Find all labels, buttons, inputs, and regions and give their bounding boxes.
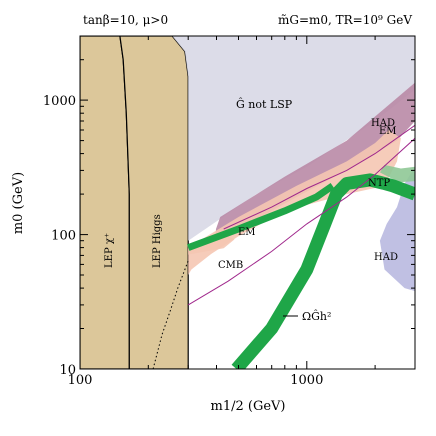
- lines-layer: [152, 124, 415, 369]
- label-had-lower: HAD: [374, 252, 398, 263]
- y-tick-label: 1000: [43, 94, 76, 109]
- y-tick-label: 10: [59, 363, 76, 378]
- region-em-upper: [188, 130, 401, 275]
- regions-layer: [80, 36, 415, 369]
- region-lep: [80, 36, 130, 369]
- line-cmb: [187, 137, 415, 306]
- y-axis-label: m0 (GeV): [11, 172, 26, 234]
- header-right: m̃G=m0, TR=10⁹ GeV: [278, 13, 412, 27]
- plot-frame: [79, 35, 416, 370]
- label-ntp: NTP: [368, 178, 390, 189]
- y-tick-label: 100: [51, 229, 76, 244]
- x-tick-label: 100: [68, 373, 93, 388]
- region-ntp: [379, 164, 415, 183]
- label-had-upper: HAD: [371, 118, 395, 129]
- band-g-h2: [231, 173, 415, 369]
- region-g-not-lsp: [172, 36, 415, 241]
- label-lep-chi: LEP χ⁺: [104, 233, 115, 268]
- label-em-lower: EM: [238, 227, 256, 238]
- band-ntp-em-boundary-band: [186, 183, 335, 251]
- header-left: tanβ=10, μ>0: [83, 13, 168, 27]
- region-had-upper: [215, 82, 415, 241]
- label-em-upper: EM: [379, 126, 397, 137]
- label-cmb: CMB: [218, 260, 243, 271]
- label-not-lsp: Ĝ not LSP: [236, 97, 293, 111]
- bands-layer: [186, 173, 415, 369]
- label-lep-higgs: LEP Higgs: [152, 214, 163, 268]
- region-lep-higgs: [119, 36, 189, 369]
- region-em-lower: [188, 235, 235, 255]
- x-tick-label: 1000: [290, 373, 323, 388]
- x-axis-label: m1/2 (GeV): [211, 399, 286, 414]
- region-had-lower: [379, 166, 415, 292]
- label-relic: ΩĜh²: [302, 309, 331, 323]
- line-cmb-upper: [223, 124, 415, 230]
- line-lep-higgs-edge: [152, 260, 189, 369]
